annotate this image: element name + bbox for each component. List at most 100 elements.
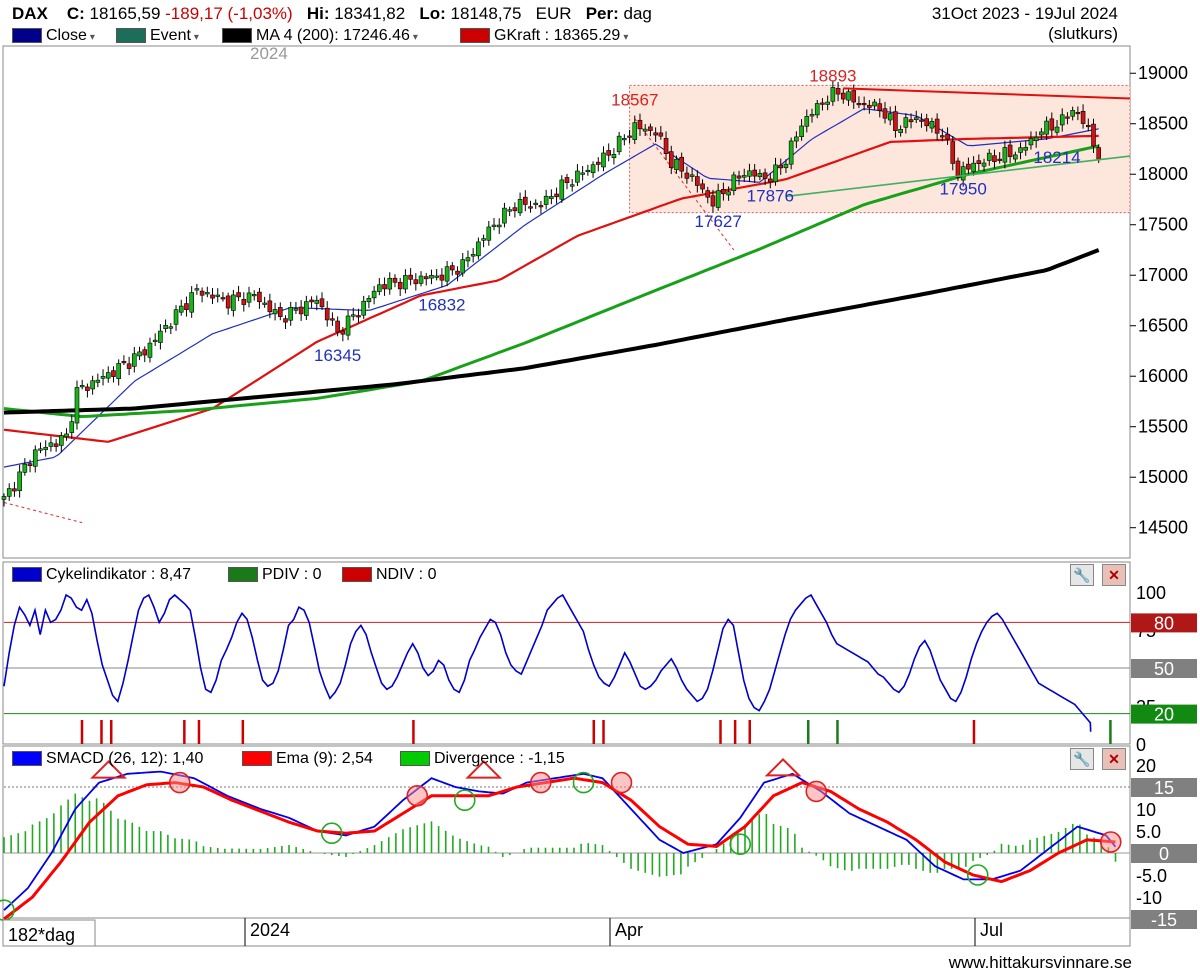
- hi-value: 18341,82: [334, 4, 406, 23]
- candle-body: [778, 164, 784, 169]
- main-tick-label: 19000: [1138, 63, 1188, 83]
- candle-body: [408, 274, 413, 280]
- candle-body: [642, 128, 648, 132]
- legend-ma200[interactable]: MA 4 (200): 17246.46 ▾: [222, 27, 418, 45]
- candle-body: [1033, 136, 1039, 142]
- candle-body: [804, 116, 810, 127]
- candle-body: [799, 125, 804, 137]
- candle-body: [304, 301, 309, 316]
- sell-marker-circle: [529, 771, 552, 794]
- cycle-tick-label: 0: [1136, 735, 1146, 755]
- cycle-level-box-label: 20: [1154, 705, 1174, 725]
- candle-body: [585, 169, 591, 173]
- candle-body: [1007, 144, 1013, 157]
- legend-close-swatch: [12, 28, 42, 44]
- candle-body: [324, 307, 330, 321]
- candle-body: [627, 135, 632, 138]
- candle-body: [262, 302, 267, 305]
- ma200-line: [3, 248, 1100, 415]
- legend-divergence-label: Divergence : -1,15: [434, 750, 565, 767]
- candle-body: [1091, 123, 1096, 147]
- candle-body: [794, 136, 799, 142]
- candle-body: [1096, 147, 1102, 160]
- candle-body: [757, 173, 763, 178]
- candle-body: [132, 353, 137, 367]
- green-ma-line: [3, 144, 1099, 419]
- candle-body: [22, 463, 28, 473]
- candle-body: [658, 132, 664, 137]
- sell-marker-circle: [805, 780, 828, 803]
- candle-body: [1018, 147, 1023, 153]
- legend-event[interactable]: Event ▾: [116, 27, 199, 45]
- legend-gkraft-swatch: [460, 28, 490, 44]
- candle-body: [90, 380, 95, 390]
- candle-body: [684, 172, 690, 179]
- macd-settings-button[interactable]: 🔧: [1070, 748, 1094, 770]
- candle-body: [752, 169, 757, 177]
- candle-body: [121, 361, 127, 364]
- legend-smacd-swatch: [12, 751, 42, 767]
- legend-gkraft[interactable]: GKraft : 18365.29 ▾: [460, 27, 628, 45]
- candle-body: [919, 119, 924, 122]
- peak-triangle-marker: [90, 760, 127, 779]
- candle-body: [741, 175, 747, 178]
- candle-body: [142, 349, 148, 356]
- candle-body: [205, 292, 210, 295]
- lo-value: 18148,75: [450, 4, 522, 23]
- candle-body: [178, 305, 184, 313]
- candle-body: [1054, 126, 1060, 133]
- candle-body: [788, 140, 794, 165]
- buy-marker-circle: [572, 771, 595, 794]
- candle-body: [257, 291, 262, 303]
- candle-body: [38, 448, 43, 451]
- macd-close-button[interactable]: ✕: [1102, 748, 1126, 770]
- candle-body: [199, 290, 205, 296]
- cycle-indicator-panel: [3, 593, 1130, 744]
- candle-body: [1049, 118, 1055, 131]
- candle-body: [450, 265, 455, 271]
- candle-body: [502, 207, 507, 224]
- price-label-17627: 17627: [695, 212, 742, 231]
- candle-body: [976, 160, 982, 164]
- candle-body: [1059, 114, 1065, 126]
- candle-body: [663, 138, 669, 154]
- candle-body: [616, 135, 622, 153]
- candle-body: [913, 117, 919, 120]
- macd-level-box: [1131, 910, 1197, 929]
- candle-body: [345, 315, 351, 336]
- legend-pdiv: PDIV : 0: [228, 566, 322, 584]
- candle-body: [111, 370, 116, 377]
- legend-smacd: SMACD (26, 12): 1,40: [12, 750, 203, 768]
- close-label: C:: [66, 4, 85, 23]
- candle-body: [241, 298, 247, 305]
- cycle-settings-button[interactable]: 🔧: [1070, 564, 1094, 586]
- candle-body: [194, 288, 200, 291]
- close-value: 18165,59: [89, 4, 161, 23]
- candle-body: [283, 318, 288, 323]
- candle-body: [820, 102, 825, 105]
- candle-body: [231, 294, 236, 311]
- candle-body: [653, 132, 658, 136]
- candle-body: [27, 463, 33, 466]
- legend-event-swatch: [116, 28, 146, 44]
- dropdown-caret-icon: ▾: [623, 32, 629, 43]
- candle-body: [69, 421, 75, 433]
- candle-body: [382, 284, 387, 290]
- candle-body: [992, 155, 997, 162]
- main-tick-label: 17500: [1138, 215, 1188, 235]
- candle-body: [1080, 110, 1086, 124]
- candle-body: [528, 206, 533, 209]
- footer-url[interactable]: www.hittakursvinnare.se: [948, 953, 1132, 972]
- candle-body: [825, 101, 830, 105]
- candle-body: [335, 320, 340, 333]
- candle-body: [726, 191, 731, 196]
- candle-body: [53, 443, 59, 447]
- legend-ndiv-swatch: [342, 567, 372, 583]
- candle-body: [830, 87, 836, 102]
- legend-close[interactable]: Close ▾: [12, 27, 95, 45]
- cycle-close-button[interactable]: ✕: [1102, 564, 1126, 586]
- candle-body: [700, 183, 705, 190]
- candle-body: [439, 274, 445, 281]
- candle-body: [622, 138, 627, 141]
